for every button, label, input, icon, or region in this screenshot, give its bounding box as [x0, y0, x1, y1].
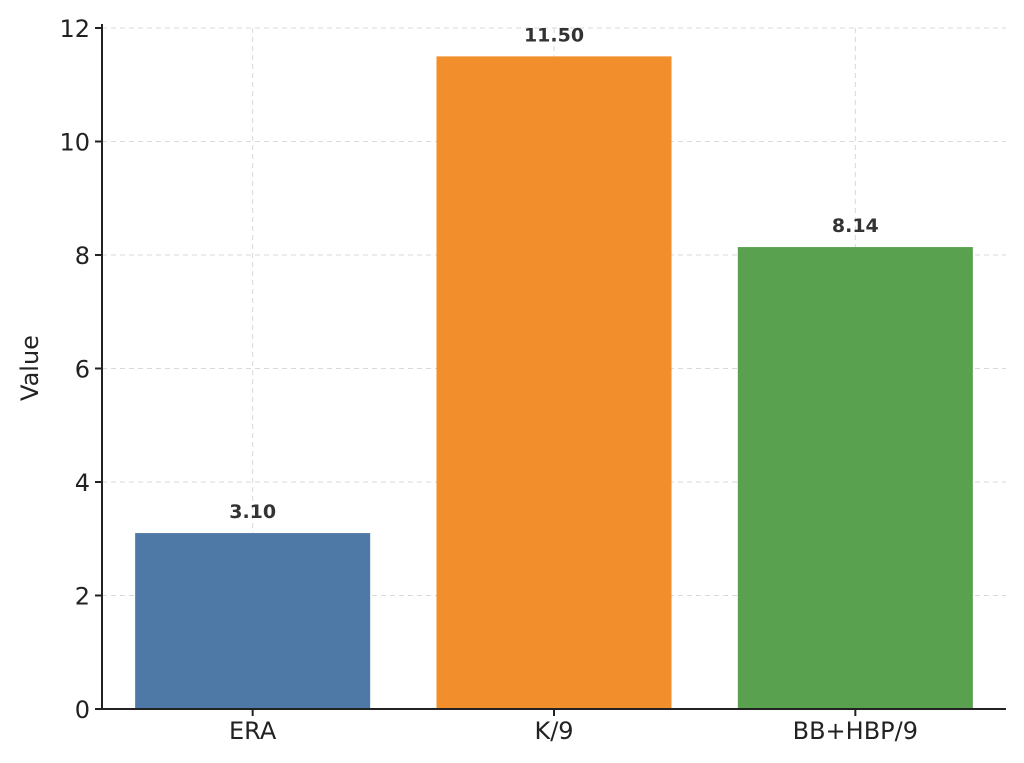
x-tick-label-2: BB+HBP/9: [793, 717, 918, 745]
bar-2: [737, 247, 973, 709]
y-axis-title: Value: [16, 335, 44, 401]
bar-1: [436, 56, 672, 709]
bar-0: [135, 533, 371, 709]
y-ticks: 0 2 4 6 8 10 12: [59, 15, 102, 724]
x-tick-label-0: ERA: [229, 717, 277, 745]
data-label-0: 3.10: [229, 501, 276, 523]
x-tick-label-1: K/9: [534, 717, 573, 745]
y-tick-label-6: 12: [59, 15, 90, 43]
y-tick-label-1: 2: [75, 583, 90, 611]
data-label-1: 11.50: [524, 24, 584, 46]
data-labels: 3.10 11.50 8.14: [229, 24, 879, 523]
y-tick-label-2: 4: [75, 469, 90, 497]
y-tick-label-3: 6: [75, 356, 90, 384]
y-tick-label-0: 0: [75, 696, 90, 724]
data-label-2: 8.14: [832, 215, 879, 237]
x-ticks: ERA K/9 BB+HBP/9: [229, 709, 918, 745]
y-tick-label-5: 10: [59, 129, 90, 157]
y-tick-label-4: 8: [75, 242, 90, 270]
bars: [135, 56, 973, 709]
